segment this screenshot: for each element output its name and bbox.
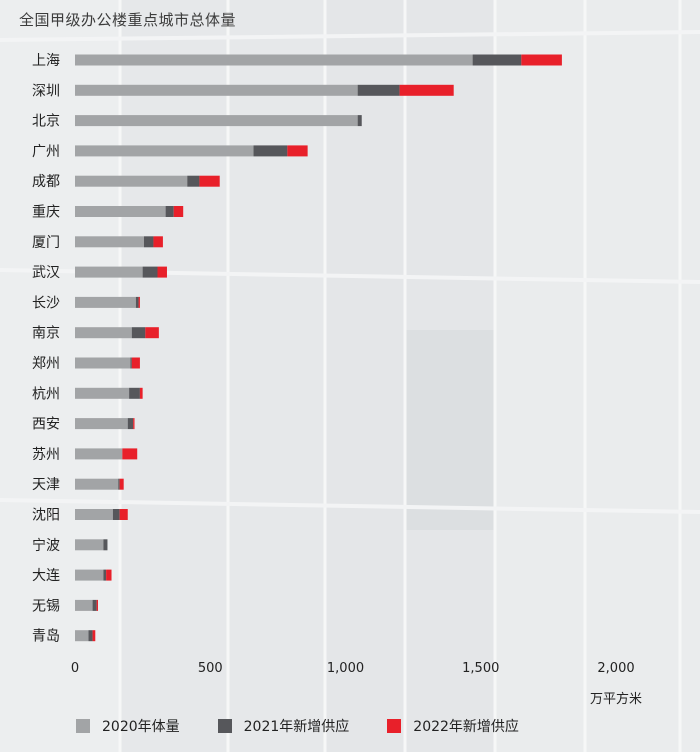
category-label: 杭州: [32, 386, 60, 402]
x-tick-label: 1,500: [462, 661, 499, 676]
bar-segment-series-3: [138, 296, 140, 308]
bar-segment-series-2: [112, 509, 120, 520]
category-label: 大连: [32, 568, 60, 584]
category-label: 深圳: [32, 83, 60, 99]
bar-segment-series-1: [75, 327, 132, 339]
bar-segment-series-1: [75, 206, 166, 217]
bar-segment-series-2: [92, 599, 97, 611]
category-label: 宁波: [32, 537, 60, 554]
bar-segment-series-3: [92, 630, 96, 642]
category-label: 重庆: [32, 205, 60, 221]
legend: 2020年体量 2021年新增供应 2022年新增供应: [76, 716, 557, 736]
bar-segment-series-2: [129, 387, 140, 399]
legend-swatch-2022: [387, 719, 402, 733]
category-label: 沈阳: [32, 508, 60, 524]
category-label: 苏州: [32, 447, 60, 463]
bar-segment-series-1: [75, 145, 254, 157]
bar-segment-series-1: [75, 115, 358, 127]
category-label: 上海: [32, 53, 60, 69]
bar-segment-series-1: [75, 266, 143, 278]
bar-segment-series-3: [122, 448, 138, 460]
bar-segment-series-3: [153, 236, 163, 248]
bar-segment-series-1: [75, 478, 119, 490]
bar-segment-series-2: [118, 478, 120, 490]
bar-segment-series-1: [75, 84, 358, 96]
legend-item-2022: 2022年新增供应: [387, 716, 519, 736]
bar-segment-series-1: [75, 175, 188, 187]
bar-segment-series-3: [133, 418, 135, 430]
bar-segment-series-3: [173, 206, 184, 217]
bar-segment-series-2: [253, 145, 288, 157]
category-label: 天津: [32, 477, 60, 493]
legend-label-2021: 2021年新增供应: [243, 719, 350, 735]
bar-segment-series-1: [75, 569, 104, 581]
category-label: 北京: [32, 114, 60, 130]
category-label: 青岛: [32, 629, 60, 645]
bar-segment-series-2: [88, 630, 93, 642]
bar-segment-series-3: [131, 357, 140, 369]
bar-segment-series-1: [75, 539, 104, 551]
bar-segment-series-3: [521, 54, 562, 66]
x-axis: 0 500 1,000 1,500 2,000 万平方米: [71, 661, 642, 707]
category-label: 成都: [32, 174, 60, 190]
bar-segment-series-1: [75, 509, 113, 520]
bar-segment-series-1: [75, 599, 93, 611]
bar-segment-series-2: [357, 84, 400, 96]
bar-segment-series-2: [131, 327, 146, 339]
bar-segment-series-1: [75, 54, 473, 66]
bar-segment-series-3: [96, 599, 98, 611]
bar-segment-series-2: [472, 54, 522, 66]
bar-segment-series-3: [145, 327, 159, 339]
bar-segment-series-2: [357, 115, 362, 127]
bar-segment-series-1: [75, 236, 144, 248]
category-label: 厦门: [32, 235, 60, 251]
category-label: 西安: [32, 417, 60, 433]
bar-segment-series-2: [135, 296, 139, 308]
category-label: 郑州: [32, 356, 60, 372]
legend-swatch-2021: [217, 719, 232, 733]
bar-segment-series-1: [75, 387, 130, 399]
x-tick-label: 1,000: [327, 661, 364, 676]
bar-segment-series-2: [142, 266, 158, 278]
bar-segment-series-1: [75, 296, 136, 308]
bar-segment-series-1: [75, 357, 131, 369]
bar-segment-series-1: [75, 630, 89, 642]
x-tick-label: 0: [71, 661, 79, 676]
bar-segment-series-3: [287, 145, 308, 157]
legend-label-2022: 2022年新增供应: [413, 719, 519, 735]
bar-segment-series-3: [119, 478, 124, 490]
bars: [75, 54, 562, 642]
bar-segment-series-2: [127, 418, 134, 430]
category-label: 广州: [32, 144, 60, 160]
bar-segment-series-2: [103, 569, 107, 581]
legend-label-2020: 2020年体量: [102, 719, 180, 735]
category-label: 无锡: [32, 598, 60, 614]
bar-segment-series-2: [103, 539, 108, 551]
x-axis-unit-label: 万平方米: [590, 691, 642, 707]
category-label: 长沙: [32, 295, 60, 311]
bar-segment-series-3: [199, 175, 220, 187]
legend-swatch-2020: [76, 719, 90, 733]
legend-item-2020: 2020年体量: [76, 716, 180, 736]
x-tick-label: 2,000: [597, 661, 634, 676]
bar-segment-series-1: [75, 448, 123, 460]
chart-title: 全国甲级办公楼重点城市总体量: [19, 11, 237, 29]
bar-segment-series-2: [130, 357, 132, 369]
bar-segment-series-3: [119, 509, 128, 520]
bar-segment-series-3: [139, 387, 143, 399]
bar-segment-series-2: [165, 206, 174, 217]
category-label: 武汉: [32, 265, 60, 281]
bar-segment-series-3: [157, 266, 167, 278]
category-label: 南京: [32, 326, 60, 342]
legend-item-2021: 2021年新增供应: [217, 716, 350, 736]
bar-segment-series-2: [187, 175, 200, 187]
bar-segment-series-3: [399, 84, 454, 96]
bar-segment-series-2: [143, 236, 154, 248]
x-tick-label: 500: [198, 661, 223, 676]
bar-segment-series-3: [106, 569, 112, 581]
bar-segment-series-1: [75, 418, 128, 430]
